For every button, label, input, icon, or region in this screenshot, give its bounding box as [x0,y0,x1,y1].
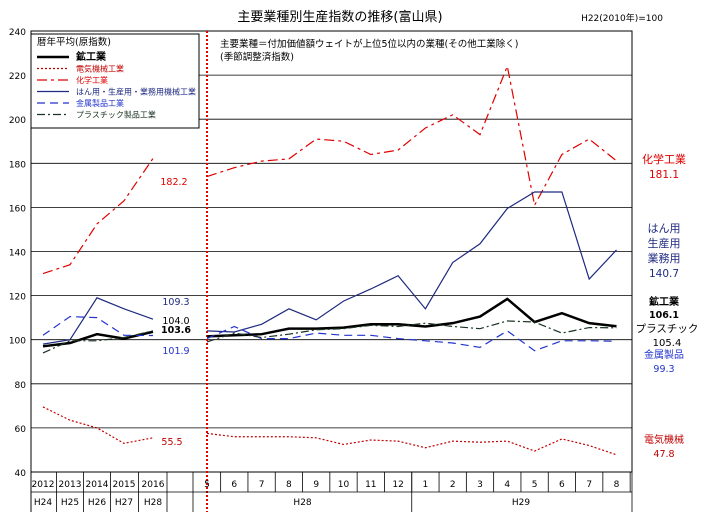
base-note: H22(2010年)=100 [581,12,663,24]
annual-value-label: 101.9 [162,346,189,357]
x-month-label: 4 [504,480,510,490]
series-3-annual-line [42,297,154,345]
end-value-label: 99.3 [653,364,674,375]
end-series-name: はん用 [648,222,681,235]
chart-title: 主要業種別生産指数の推移(富山県) [237,9,442,25]
x-month-label: 12 [392,480,403,490]
y-tick-label: 40 [15,469,27,479]
y-tick-label: 80 [15,381,27,391]
y-tick-label: 120 [9,293,26,303]
x-month-label: 1 [423,480,429,490]
x-era-group-label: H29 [512,498,530,508]
legend-label: はん用・生産用・業務用機械工業 [76,87,196,97]
legend-label: 化学工業 [76,75,108,85]
x-month-label: 2 [450,480,456,490]
series-0-monthly-line [206,297,617,338]
legend-label: プラスチック製品工業 [76,110,156,120]
end-value-label: 181.1 [649,169,679,181]
x-era-label: H27 [115,498,133,508]
y-tick-label: 240 [9,28,26,38]
x-month-label: 7 [586,480,592,490]
series-5-monthly-line [206,320,617,343]
end-value-label: 105.4 [653,338,682,349]
x-month-label: 11 [365,480,376,490]
series-2-monthly-line [206,64,617,207]
x-axis: 2012 H24 2013 H25 2014 H26 2015 H27 2016 H28 5 6 7 8 9… [30,472,633,512]
series-5-annual-line [42,330,154,354]
y-tick-label: 140 [9,249,26,259]
legend: 暦年平均(原指数) 鉱工業電気機械工業化学工業はん用・生産用・業務用機械工業金属… [30,33,200,129]
x-month-label: 8 [286,480,292,490]
series-4-annual-line [42,315,154,337]
annual-value-label: 109.3 [162,297,189,308]
end-series-name: 電気機械 [644,433,684,446]
legend-items: 鉱工業電気機械工業化学工業はん用・生産用・業務用機械工業金属製品工業プラスチック… [37,50,196,120]
end-series-name: 生産用 [648,236,681,250]
x-era-group-label: H28 [293,498,311,508]
legend-box [30,33,200,129]
x-year-label: 2016 [142,480,165,490]
annual-value-label: 55.5 [161,437,182,448]
end-series-name: 鉱工業 [649,295,680,308]
y-tick-label: 160 [9,204,26,214]
legend-label: 鉱工業 [76,50,107,63]
annual-value-label: 104.0 [162,316,189,327]
y-tick-label: 200 [9,116,26,126]
x-month-label: 3 [477,480,483,490]
x-month-label: 6 [559,480,565,490]
x-year-label: 2015 [113,480,136,490]
grid [30,30,633,512]
series-2-annual-line [42,158,154,275]
series-1-annual-line [42,406,154,444]
annual-value-label: 103.6 [161,325,191,336]
x-era-label: H28 [144,498,162,508]
x-month-label: 8 [614,480,620,490]
series-4-monthly-line [206,325,617,352]
end-series-name: 業務用 [648,251,681,265]
x-era-label: H25 [61,498,79,508]
x-month-label: 5 [532,480,538,490]
y-tick-label: 60 [15,425,27,435]
end-series-name: プラスチック [636,323,699,335]
series-1-monthly-line [206,432,617,456]
series-layer [42,64,617,456]
end-series-name: 化学工業 [642,152,686,166]
x-month-label: 5 [204,480,210,490]
labels-layer: 103.6 55.5 182.2 109.3 101.9 104.0 [160,177,191,448]
x-month-label: 10 [338,480,350,490]
y-axis: 40 60 80 100 120 140 160 180 200 220 240 [9,28,26,479]
annual-value-label: 182.2 [160,177,187,188]
y-tick-label: 220 [9,72,26,82]
y-tick-label: 180 [9,160,26,170]
legend-label: 金属製品工業 [76,98,124,108]
legend-title: 暦年平均(原指数) [37,36,111,48]
x-year-label: 2012 [32,480,55,490]
end-value-label: 47.8 [653,449,674,460]
x-year-label: 2014 [86,480,109,490]
note-line-1: 主要業種＝付加価値額ウェイトが上位5位以内の業種(その他工業除く) [220,38,518,50]
legend-label: 電気機械工業 [76,64,124,74]
x-era-label: H24 [34,498,52,508]
series-3-monthly-line [206,191,617,333]
end-series-name: 金属製品 [644,348,684,361]
note-line-2: (季節調整済指数) [220,51,294,63]
series-0-annual-line [42,330,154,348]
x-month-label: 7 [259,480,265,490]
x-year-label: 2013 [59,480,82,490]
end-value-label: 106.1 [649,310,679,321]
x-month-label: 6 [231,480,237,490]
x-month-label: 9 [313,480,319,490]
y-tick-label: 100 [9,337,26,347]
end-value-label: 140.7 [649,268,679,280]
x-era-label: H26 [88,498,106,508]
